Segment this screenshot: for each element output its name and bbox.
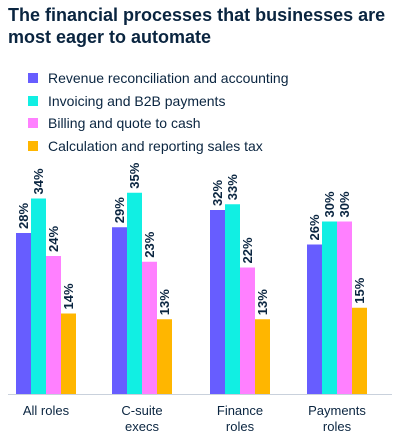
data-label: 33% xyxy=(225,174,240,200)
legend-swatch xyxy=(28,140,38,151)
bar xyxy=(307,244,322,394)
legend-item: Calculation and reporting sales tax xyxy=(28,135,289,158)
data-label: 13% xyxy=(255,289,270,315)
bar xyxy=(322,221,337,394)
data-label: 34% xyxy=(31,168,46,194)
bar xyxy=(225,204,240,394)
bar xyxy=(46,256,61,394)
legend-label: Invoicing and B2B payments xyxy=(48,92,226,109)
bar xyxy=(210,210,225,394)
data-label: 14% xyxy=(61,283,76,309)
data-label: 24% xyxy=(46,226,61,252)
legend-item: Billing and quote to cash xyxy=(28,112,289,135)
data-label: 28% xyxy=(16,203,31,229)
data-label: 15% xyxy=(352,277,367,303)
data-label: 30% xyxy=(337,191,352,217)
data-label: 30% xyxy=(322,191,337,217)
bar xyxy=(255,319,270,394)
bar xyxy=(142,261,157,394)
legend-swatch xyxy=(28,73,38,84)
bar xyxy=(16,233,31,394)
legend-label: Billing and quote to cash xyxy=(48,115,201,132)
legend-label: Revenue reconciliation and accounting xyxy=(48,70,289,87)
chart-title: The financial processes that businesses … xyxy=(8,5,386,47)
chart-legend: Revenue reconciliation and accounting In… xyxy=(28,67,289,157)
category-label: C-suite execs xyxy=(121,403,162,434)
data-label: 22% xyxy=(240,237,255,263)
bar xyxy=(337,221,352,394)
legend-label: Calculation and reporting sales tax xyxy=(48,137,263,154)
data-label: 32% xyxy=(210,180,225,206)
category-label: All roles xyxy=(23,403,70,418)
bar xyxy=(61,313,76,394)
data-label: 26% xyxy=(307,214,322,240)
legend-swatch xyxy=(28,95,38,106)
data-label: 35% xyxy=(127,162,142,188)
bar xyxy=(352,307,367,394)
bar xyxy=(127,192,142,394)
data-label: 29% xyxy=(112,197,127,223)
category-label: Payments roles xyxy=(308,403,366,434)
data-label: 23% xyxy=(142,231,157,257)
data-label: 13% xyxy=(157,289,172,315)
bar xyxy=(240,267,255,394)
legend-item: Invoicing and B2B payments xyxy=(28,90,289,113)
legend-swatch xyxy=(28,118,38,129)
category-label: Finance roles xyxy=(217,403,263,434)
bar xyxy=(31,198,46,394)
legend-item: Revenue reconciliation and accounting xyxy=(28,67,289,90)
bar xyxy=(112,227,127,394)
bar xyxy=(157,319,172,394)
